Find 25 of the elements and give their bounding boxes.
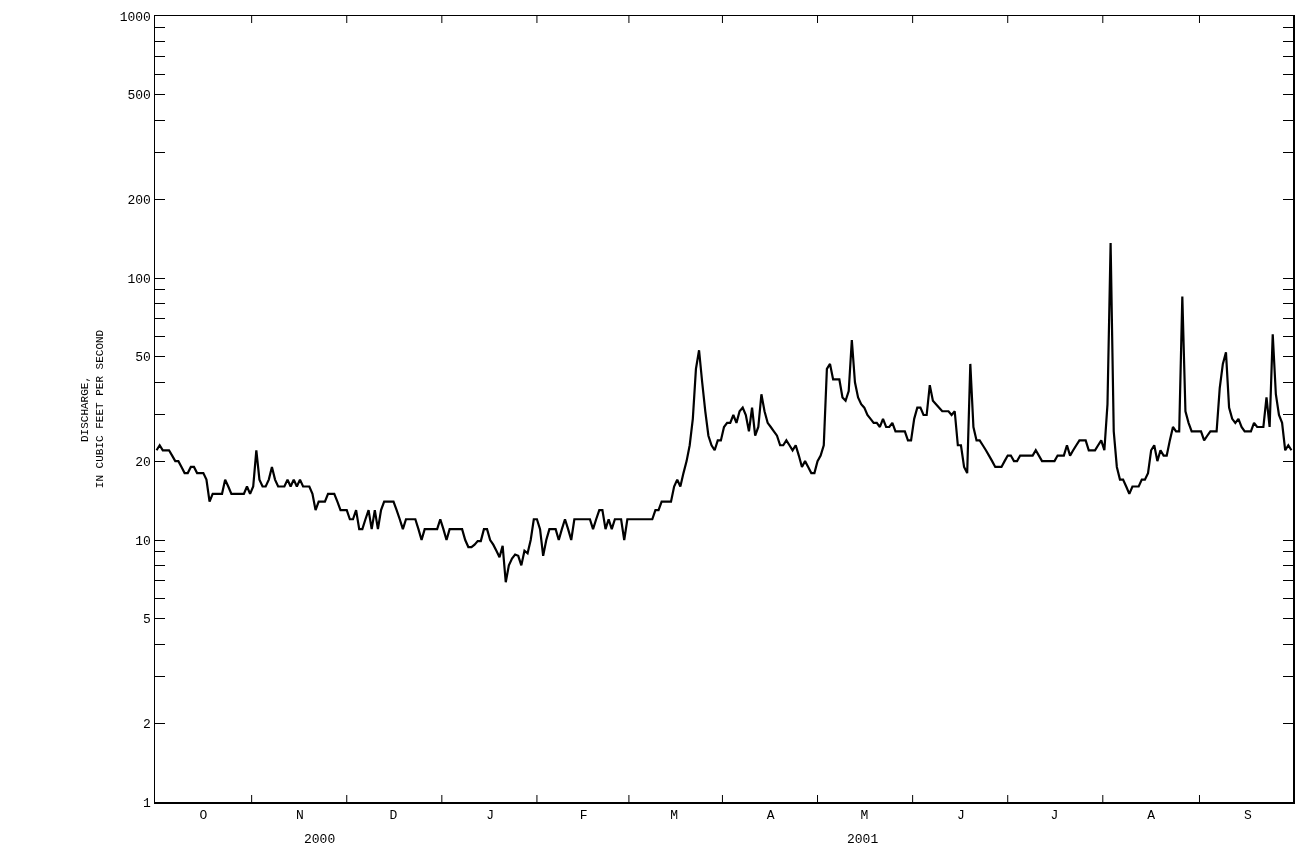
- x-tick-label: J: [957, 808, 965, 824]
- y-tick-label: 2: [143, 716, 151, 732]
- text: 2000: [304, 832, 336, 847]
- y-tick-label: 5: [143, 612, 151, 628]
- x-tick-label: J: [486, 808, 495, 824]
- x-tick-label: J: [1050, 808, 1059, 824]
- y-tick-label: 1: [143, 795, 152, 811]
- y-tick-label: 10: [135, 533, 151, 549]
- x-tick-label: O: [199, 808, 208, 824]
- text: 2001: [847, 832, 879, 847]
- x-tick-label: D: [389, 808, 398, 824]
- y-tick-label: 500: [127, 88, 151, 104]
- x-tick-label: N: [296, 808, 304, 824]
- y-tick-label: 20: [135, 454, 151, 470]
- y-tick-label: 100: [127, 271, 151, 287]
- x-tick-label: A: [1147, 808, 1156, 824]
- x-tick-label: S: [1243, 808, 1252, 824]
- y-axis-title: DISCHARGE, IN CUBIC FEET PER SECOND: [79, 329, 106, 489]
- x-tick-label: A: [766, 808, 775, 824]
- y-tick-label: 1000: [119, 9, 151, 25]
- y-tick-label: 200: [127, 192, 151, 208]
- y-tick-label: 50: [135, 350, 151, 366]
- x-tick-label: M: [860, 808, 869, 824]
- x-tick-label: F: [579, 808, 588, 824]
- x-tick-label: M: [670, 808, 679, 824]
